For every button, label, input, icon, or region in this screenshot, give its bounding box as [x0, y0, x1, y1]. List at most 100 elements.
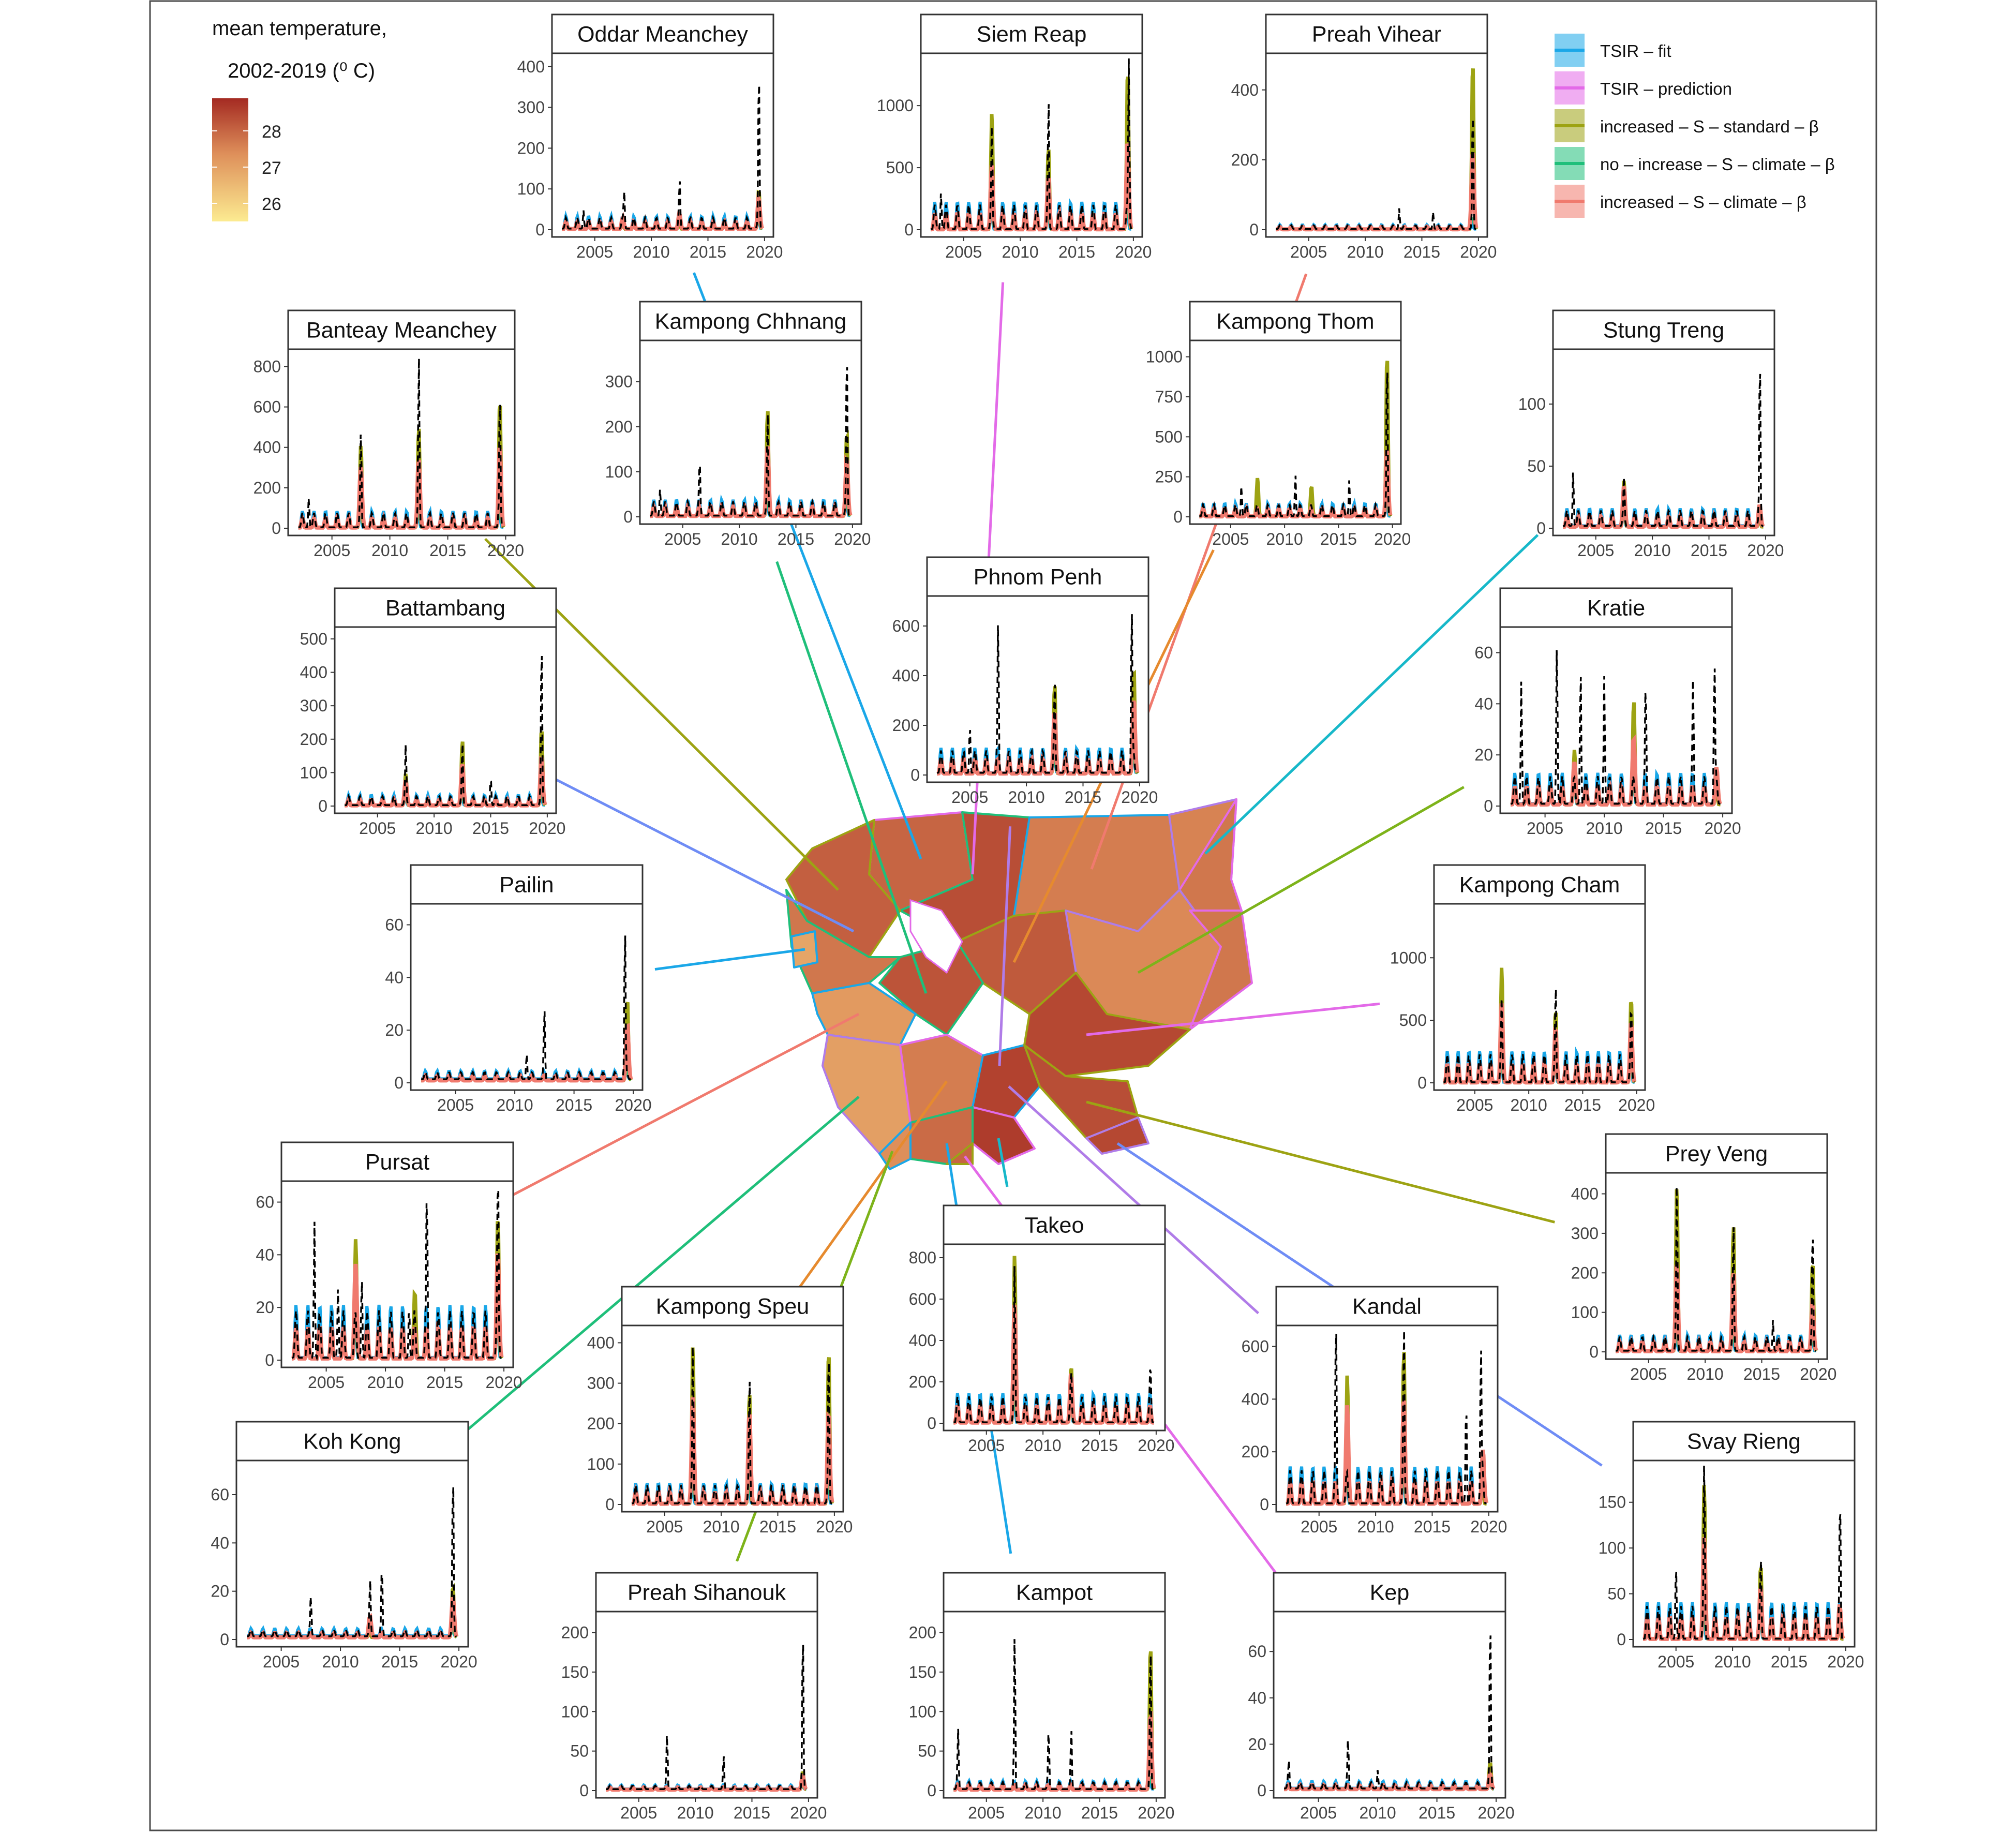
x-tick-label: 2015: [426, 1373, 463, 1392]
y-tick-label: 0: [927, 1414, 936, 1433]
panel-oddar-meanchey: Oddar Meanchey 0 100 200 300 400 2005 2010 2015 2…: [517, 13, 783, 261]
panel-kampong-thom: Kampong Thom 0 250 500 750 1000 2005 2010 2015 20…: [1146, 301, 1411, 548]
panel-plot-area: [1433, 903, 1646, 1091]
series-observed: [632, 1347, 832, 1504]
y-tick-label: 200: [1242, 1442, 1269, 1461]
series-observed: [1276, 118, 1476, 230]
map-province: [972, 1106, 1036, 1165]
x-tick-label: 2010: [1266, 530, 1303, 548]
x-tick-label: 2015: [1691, 541, 1727, 560]
y-tick-label: 600: [1242, 1337, 1269, 1356]
x-tick-label: 2015: [472, 819, 509, 838]
panel-strip: [920, 13, 1143, 54]
legend-label: increased – S – climate – β: [1600, 192, 1806, 212]
y-tick-label: 0: [1257, 1781, 1266, 1800]
temperature-legend-subtitle: 2002-2019 (⁰ C): [228, 59, 375, 82]
x-tick-label: 2020: [529, 819, 565, 838]
y-tick-label: 200: [892, 716, 920, 735]
y-tick-label: 100: [561, 1702, 589, 1721]
panel-kratie: Kratie 0 20 40 60 2005 2010 2015 2020: [1474, 587, 1741, 838]
connector-line: [1086, 1100, 1555, 1224]
x-tick-label: 2020: [816, 1517, 853, 1536]
y-tick-label: 0: [535, 220, 545, 239]
y-tick-label: 0: [272, 519, 281, 538]
series-increased-climate: [247, 1597, 459, 1640]
x-tick-label: 2020: [615, 1096, 651, 1114]
x-tick-label: 2010: [371, 541, 408, 560]
panel-plot-area: [1605, 1172, 1828, 1360]
y-tick-label: 40: [1248, 1689, 1266, 1707]
connector-line: [1086, 1002, 1380, 1036]
x-tick-label: 2010: [367, 1373, 404, 1392]
x-tick-label: 2005: [620, 1804, 657, 1822]
panel-kampot: Kampot 0 50 100 150 200 2005 2010 2015 2020: [909, 1572, 1174, 1822]
y-tick-label: 60: [1248, 1642, 1266, 1661]
y-tick-label: 100: [909, 1702, 936, 1721]
series-observed: [1563, 374, 1764, 528]
x-tick-label: 2020: [1138, 1804, 1174, 1822]
x-tick-label: 2005: [1630, 1365, 1667, 1383]
x-tick-label: 2015: [556, 1096, 592, 1114]
series-observed: [1284, 1635, 1494, 1790]
map-province: [1085, 1116, 1149, 1155]
x-tick-label: 2010: [1025, 1436, 1062, 1455]
panel-title: Kratie: [1587, 596, 1645, 621]
y-tick-label: 40: [211, 1533, 229, 1552]
panel-plot-area: [621, 1324, 844, 1513]
y-tick-label: 50: [918, 1742, 936, 1761]
x-tick-label: 2005: [359, 819, 396, 838]
y-tick-label: 20: [1474, 746, 1493, 764]
y-tick-label: 600: [909, 1290, 936, 1308]
x-tick-label: 2005: [945, 243, 982, 261]
y-tick-label: 200: [300, 730, 327, 749]
series-increased-climate: [421, 1023, 633, 1083]
series-observed: [1616, 1186, 1816, 1352]
panel-title: Prey Veng: [1665, 1142, 1768, 1167]
x-tick-label: 2010: [1008, 788, 1045, 807]
y-tick-label: 40: [385, 968, 404, 987]
panel-plot-area: [334, 626, 557, 814]
x-tick-label: 2020: [440, 1652, 477, 1671]
y-tick-label: 60: [1474, 644, 1493, 662]
colorbar-tick-label: 26: [262, 195, 281, 214]
y-tick-label: 300: [517, 98, 545, 117]
panel-title: Banteay Meanchey: [306, 318, 497, 343]
panel-strip: [1275, 1286, 1499, 1327]
panel-plot-area: [595, 1611, 818, 1799]
y-tick-label: 0: [1484, 797, 1493, 815]
panel-strip: [639, 301, 862, 341]
y-tick-label: 200: [253, 479, 281, 497]
panel-title: Kampong Thom: [1216, 309, 1374, 334]
y-tick-label: 500: [886, 158, 914, 177]
y-tick-label: 20: [211, 1582, 229, 1601]
x-tick-label: 2005: [1456, 1096, 1493, 1114]
y-tick-label: 60: [211, 1485, 229, 1504]
y-tick-label: 0: [394, 1074, 404, 1092]
x-tick-label: 2015: [1564, 1096, 1601, 1114]
x-tick-label: 2010: [703, 1517, 740, 1536]
panel-plot-area: [1552, 348, 1775, 537]
x-tick-label: 2010: [1634, 541, 1671, 560]
y-tick-label: 200: [561, 1623, 589, 1642]
x-tick-label: 2015: [1403, 243, 1440, 261]
panel-banteay-meanchey: Banteay Meanchey 0 200 400 600 800 2005 2010 201…: [253, 309, 524, 560]
x-tick-label: 2015: [1058, 243, 1095, 261]
y-tick-label: 800: [253, 357, 281, 376]
panel-strip: [1499, 587, 1733, 628]
y-tick-label: 300: [605, 372, 633, 391]
x-tick-label: 2020: [1477, 1804, 1514, 1822]
series-observed: [953, 1639, 1154, 1791]
y-tick-label: 400: [517, 57, 545, 76]
panel-koh-kong: Koh Kong 0 20 40 60 2005 2010 2015 2020: [211, 1421, 477, 1671]
y-tick-label: 0: [623, 508, 633, 526]
y-tick-label: 20: [256, 1298, 274, 1317]
x-tick-label: 2020: [1827, 1652, 1864, 1671]
x-tick-label: 2010: [1357, 1517, 1394, 1536]
panel-prey-veng: Prey Veng 0 100 200 300 400 2005 2010 2015 2020: [1571, 1133, 1836, 1383]
y-tick-label: 20: [385, 1021, 404, 1039]
x-tick-label: 2010: [677, 1804, 714, 1822]
x-tick-label: 2015: [381, 1652, 418, 1671]
x-tick-label: 2015: [429, 541, 466, 560]
y-tick-label: 500: [1399, 1011, 1427, 1030]
y-tick-label: 40: [1474, 694, 1493, 713]
